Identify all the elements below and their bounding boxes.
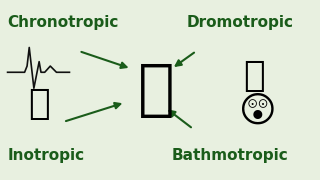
Text: 🫀: 🫀 — [138, 60, 174, 120]
Text: Dromotropic: Dromotropic — [187, 15, 294, 30]
Text: 😲: 😲 — [239, 94, 277, 128]
Text: Bathmotropic: Bathmotropic — [172, 148, 288, 163]
Text: 🏍️: 🏍️ — [244, 59, 266, 93]
Text: 💪: 💪 — [28, 87, 49, 121]
Text: Chronotropic: Chronotropic — [8, 15, 119, 30]
Text: Inotropic: Inotropic — [8, 148, 85, 163]
